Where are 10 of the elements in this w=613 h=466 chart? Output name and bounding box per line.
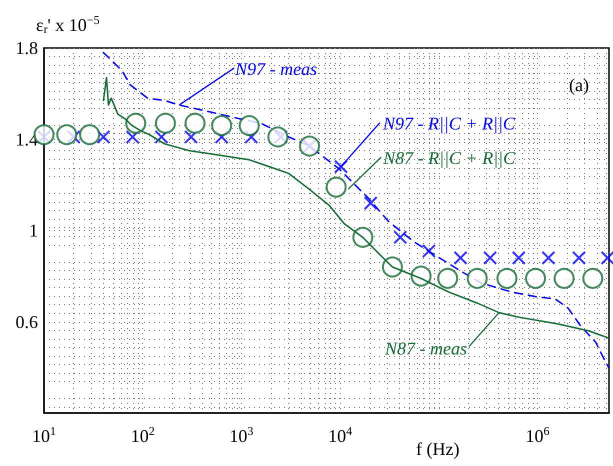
y-tick-label: 0.6: [16, 312, 38, 332]
y-tick-label: 1: [29, 220, 38, 240]
text: N97 - meas: [234, 59, 318, 80]
text: N87 - R||C + R||C: [382, 148, 516, 168]
y-tick-label: 1.4: [16, 129, 38, 150]
text: N97 - R||C + R||C: [382, 114, 516, 134]
y-tick-label: 1.8: [16, 38, 38, 58]
x-axis-title: f (Hz): [416, 439, 460, 459]
text: N87 - meas: [384, 338, 467, 359]
annotation: (a): [569, 75, 590, 95]
